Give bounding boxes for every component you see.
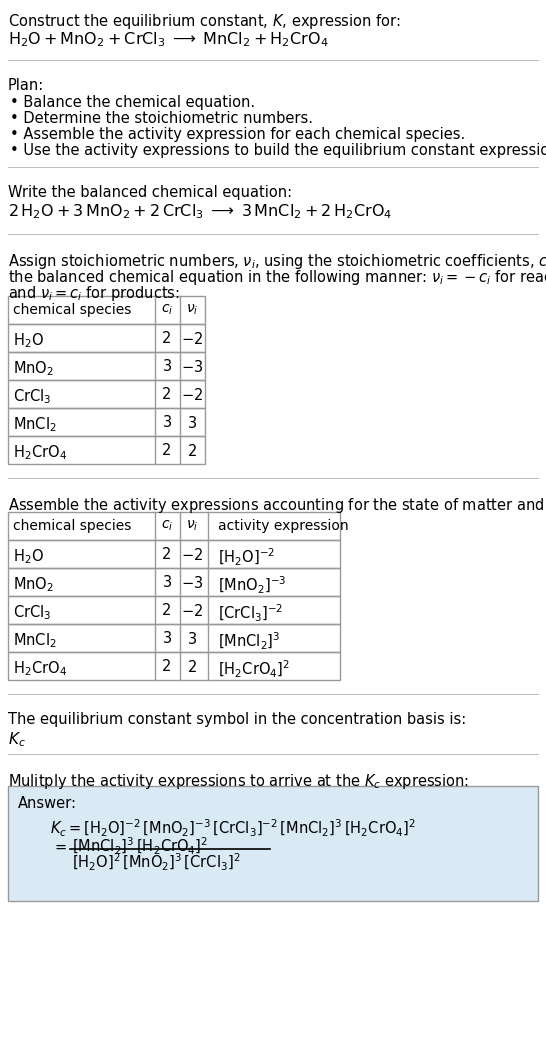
Text: $c_i$: $c_i$ (161, 519, 173, 534)
Bar (8, 436, 205, 464)
Text: Answer:: Answer: (18, 797, 77, 811)
FancyBboxPatch shape (8, 786, 538, 901)
Text: • Balance the chemical equation.: • Balance the chemical equation. (10, 95, 255, 110)
Text: 2: 2 (162, 546, 171, 562)
Text: $\nu_i$: $\nu_i$ (186, 303, 198, 318)
Text: The equilibrium constant symbol in the concentration basis is:: The equilibrium constant symbol in the c… (8, 712, 466, 727)
Bar (8, 540, 340, 568)
Text: $[\mathrm{H_2O}]^{-2}$: $[\mathrm{H_2O}]^{-2}$ (218, 546, 275, 568)
Text: 2: 2 (162, 659, 171, 674)
Text: 2: 2 (162, 443, 171, 458)
Text: $[\mathrm{MnCl_2}]^{3}\,[\mathrm{H_2CrO_4}]^{2}$: $[\mathrm{MnCl_2}]^{3}\,[\mathrm{H_2CrO_… (72, 836, 208, 857)
Text: $-2$: $-2$ (181, 331, 203, 347)
Text: $\mathrm{H_2O}$: $\mathrm{H_2O}$ (13, 331, 44, 349)
Bar (8, 568, 340, 596)
Bar (8, 596, 340, 624)
Bar (8, 324, 205, 352)
Text: $2$: $2$ (187, 443, 197, 459)
Text: $\mathrm{CrCl_3}$: $\mathrm{CrCl_3}$ (13, 387, 51, 406)
Text: $[\mathrm{MnCl_2}]^{3}$: $[\mathrm{MnCl_2}]^{3}$ (218, 631, 281, 652)
Text: 2: 2 (162, 603, 171, 618)
Text: $\mathrm{MnO_2}$: $\mathrm{MnO_2}$ (13, 359, 54, 378)
Text: $3$: $3$ (187, 415, 197, 431)
Bar (8, 624, 340, 652)
Text: $2$: $2$ (187, 659, 197, 675)
Text: 3: 3 (163, 575, 171, 590)
Text: $[\mathrm{H_2O}]^{2}\,[\mathrm{MnO_2}]^{3}\,[\mathrm{CrCl_3}]^{2}$: $[\mathrm{H_2O}]^{2}\,[\mathrm{MnO_2}]^{… (72, 852, 241, 874)
Text: Plan:: Plan: (8, 78, 44, 93)
Text: Construct the equilibrium constant, $K$, expression for:: Construct the equilibrium constant, $K$,… (8, 12, 401, 31)
Text: $[\mathrm{H_2CrO_4}]^{2}$: $[\mathrm{H_2CrO_4}]^{2}$ (218, 659, 290, 680)
Bar (8, 408, 205, 436)
Text: chemical species: chemical species (13, 519, 132, 533)
Text: $\mathrm{H_2CrO_4}$: $\mathrm{H_2CrO_4}$ (13, 443, 67, 462)
Text: $[\mathrm{MnO_2}]^{-3}$: $[\mathrm{MnO_2}]^{-3}$ (218, 575, 286, 596)
Text: 3: 3 (163, 359, 171, 375)
Text: $-3$: $-3$ (181, 575, 203, 591)
Text: chemical species: chemical species (13, 303, 132, 316)
Text: $\mathrm{MnCl_2}$: $\mathrm{MnCl_2}$ (13, 415, 57, 434)
Text: $-2$: $-2$ (181, 546, 203, 563)
Text: • Determine the stoichiometric numbers.: • Determine the stoichiometric numbers. (10, 111, 313, 126)
Text: $-2$: $-2$ (181, 603, 203, 619)
Text: • Use the activity expressions to build the equilibrium constant expression.: • Use the activity expressions to build … (10, 143, 546, 158)
Text: Assemble the activity expressions accounting for the state of matter and $\nu_i$: Assemble the activity expressions accoun… (8, 496, 546, 515)
Text: the balanced chemical equation in the following manner: $\nu_i = -c_i$ for react: the balanced chemical equation in the fo… (8, 268, 546, 287)
Text: $c_i$: $c_i$ (161, 303, 173, 318)
Bar (8, 352, 205, 380)
Text: activity expression: activity expression (218, 519, 349, 533)
Text: $\mathrm{2\, H_2O + 3\, MnO_2 + 2\, CrCl_3 \;\longrightarrow\; 3\, MnCl_2 + 2\, : $\mathrm{2\, H_2O + 3\, MnO_2 + 2\, CrCl… (8, 202, 393, 220)
Bar (8, 512, 340, 540)
Text: 2: 2 (162, 331, 171, 346)
Text: $-3$: $-3$ (181, 359, 203, 375)
Text: $\mathrm{H_2O}$: $\mathrm{H_2O}$ (13, 546, 44, 565)
Text: $-2$: $-2$ (181, 387, 203, 403)
Text: $\mathrm{MnCl_2}$: $\mathrm{MnCl_2}$ (13, 631, 57, 650)
Text: $K_c$: $K_c$ (8, 730, 26, 749)
Text: $\mathrm{H_2CrO_4}$: $\mathrm{H_2CrO_4}$ (13, 659, 67, 677)
Text: Write the balanced chemical equation:: Write the balanced chemical equation: (8, 185, 292, 200)
Text: Assign stoichiometric numbers, $\nu_i$, using the stoichiometric coefficients, $: Assign stoichiometric numbers, $\nu_i$, … (8, 252, 546, 271)
Text: $\mathrm{MnO_2}$: $\mathrm{MnO_2}$ (13, 575, 54, 594)
Text: $\nu_i$: $\nu_i$ (186, 519, 198, 534)
Bar (8, 652, 340, 680)
Text: $\mathrm{H_2O + MnO_2 + CrCl_3 \;\longrightarrow\; MnCl_2 + H_2CrO_4}$: $\mathrm{H_2O + MnO_2 + CrCl_3 \;\longri… (8, 30, 329, 49)
Text: $[\mathrm{CrCl_3}]^{-2}$: $[\mathrm{CrCl_3}]^{-2}$ (218, 603, 283, 625)
Text: 2: 2 (162, 387, 171, 402)
Text: $3$: $3$ (187, 631, 197, 647)
Text: 3: 3 (163, 415, 171, 430)
Text: $=$: $=$ (52, 839, 68, 853)
Text: $K_c = [\mathrm{H_2O}]^{-2}\,[\mathrm{MnO_2}]^{-3}\,[\mathrm{CrCl_3}]^{-2}\,[\ma: $K_c = [\mathrm{H_2O}]^{-2}\,[\mathrm{Mn… (50, 818, 416, 839)
Bar (8, 380, 205, 408)
Text: and $\nu_i = c_i$ for products:: and $\nu_i = c_i$ for products: (8, 284, 180, 303)
Bar (8, 296, 205, 324)
Text: • Assemble the activity expression for each chemical species.: • Assemble the activity expression for e… (10, 127, 465, 142)
Text: $\mathrm{CrCl_3}$: $\mathrm{CrCl_3}$ (13, 603, 51, 621)
Text: 3: 3 (163, 631, 171, 646)
Text: Mulitply the activity expressions to arrive at the $K_c$ expression:: Mulitply the activity expressions to arr… (8, 772, 469, 791)
